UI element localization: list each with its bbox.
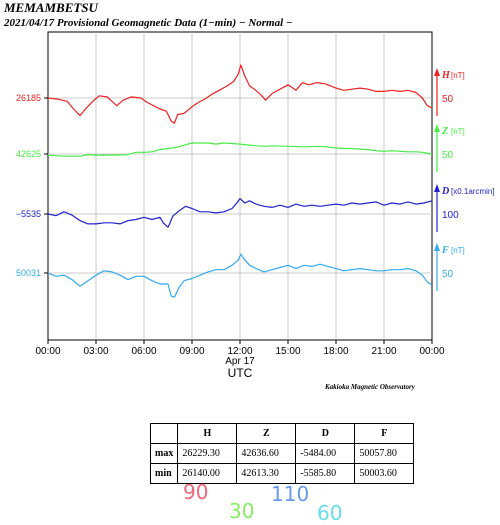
stats-cell: 26229.30 xyxy=(177,443,238,464)
series-line-z xyxy=(47,142,433,157)
page-title: MEMAMBETSU xyxy=(4,0,98,15)
observatory-credit: Kakioka Magnetic Observatory xyxy=(325,383,415,391)
x-tick-label: 00:00 xyxy=(419,346,444,357)
series-scale-value: 50 xyxy=(442,150,454,161)
stats-row-label: min xyxy=(149,463,179,484)
arrow-head-icon xyxy=(434,124,440,132)
series-name: H xyxy=(441,70,451,81)
arrow-head-icon xyxy=(434,184,440,192)
x-tick-label: 12:00 xyxy=(227,346,252,357)
stats-cell: 42636.60 xyxy=(236,443,297,464)
series-unit: [nT] xyxy=(451,71,465,80)
handwritten-note-z: 30 xyxy=(229,499,255,523)
x-tick-label: 15:00 xyxy=(275,346,300,357)
series-unit: [x0.1arcmin] xyxy=(451,187,495,196)
x-tick-label: 09:00 xyxy=(179,346,204,357)
arrow-head-icon xyxy=(434,243,440,251)
geomagnetic-chart: 00:00 03:00 06:00 09:00 12:00 15:00 18:00 21:00… xyxy=(16,31,495,380)
stats-cell: 50003.60 xyxy=(354,463,415,484)
arrow-head-icon xyxy=(434,68,440,76)
stats-header-f: F xyxy=(354,423,415,444)
series-baseline-label: 26185 xyxy=(16,93,41,103)
page-subtitle: 2021/04/17 Provisional Geomagnetic Data … xyxy=(4,17,293,29)
x-tick-label: 21:00 xyxy=(371,346,396,357)
stats-header-h: H xyxy=(177,423,238,444)
series-scale-value: 50 xyxy=(442,94,454,105)
handwritten-note-h: 90 xyxy=(183,480,209,504)
series-line-f xyxy=(47,253,433,298)
stats-cell: -5484.00 xyxy=(295,443,356,464)
series-name: F xyxy=(441,245,449,256)
handwritten-note-f: 60 xyxy=(317,501,343,525)
x-tick-label: 03:00 xyxy=(83,346,108,357)
series-baseline-label: 42625 xyxy=(16,149,41,159)
series-unit: [nT] xyxy=(451,246,465,255)
stats-row-max: max 26229.30 42636.60 -5484.00 50057.80 xyxy=(149,443,415,464)
handwritten-note-d: 110 xyxy=(271,482,310,506)
series-line-d xyxy=(47,198,433,228)
series-name: Z xyxy=(441,126,448,137)
stats-cell: -5585.80 xyxy=(295,463,356,484)
series-unit: [nT] xyxy=(451,127,465,136)
stats-cell: 42613.30 xyxy=(236,463,297,484)
series-line-h xyxy=(47,64,433,124)
x-tick-label: 18:00 xyxy=(323,346,348,357)
stats-header-row: H Z D F xyxy=(149,423,415,444)
series-name: D xyxy=(441,186,449,197)
stats-header-corner xyxy=(149,423,179,444)
stats-header-z: Z xyxy=(236,423,297,444)
stats-header-d: D xyxy=(295,423,356,444)
series-baseline-label: −5535 xyxy=(16,209,41,219)
series-scale-value: 50 xyxy=(442,269,454,280)
stats-row-min: min 26140.00 42613.30 -5585.80 50003.60 xyxy=(149,463,415,484)
series-scale-value: 100 xyxy=(442,210,459,221)
x-date-label: Apr 17 xyxy=(225,356,255,367)
stats-table: H Z D F max 26229.30 42636.60 -5484.00 5… xyxy=(149,423,415,484)
x-tick-label: 00:00 xyxy=(35,346,60,357)
x-tick-label: 06:00 xyxy=(131,346,156,357)
stats-row-label: max xyxy=(149,443,179,464)
x-axis-label: UTC xyxy=(228,366,253,380)
series-baseline-label: 50031 xyxy=(16,268,41,278)
stats-cell: 50057.80 xyxy=(354,443,415,464)
